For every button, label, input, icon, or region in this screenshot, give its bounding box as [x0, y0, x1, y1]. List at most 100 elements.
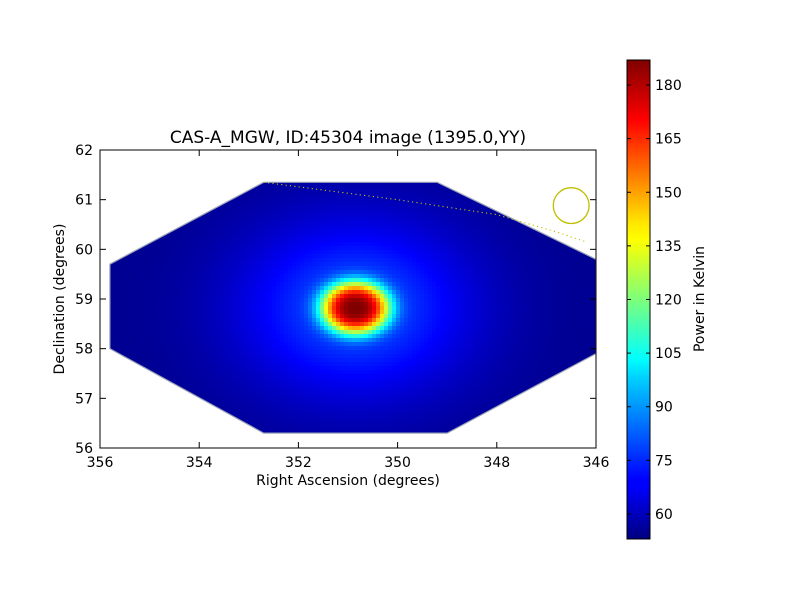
heatmap-cell: [512, 294, 517, 299]
heatmap-cell: [500, 190, 505, 195]
heatmap-cell: [116, 186, 121, 191]
heatmap-cell: [276, 210, 281, 215]
heatmap-cell: [232, 286, 237, 291]
heatmap-cell: [456, 162, 461, 167]
heatmap-cell: [108, 158, 113, 163]
heatmap-cell: [396, 214, 401, 219]
heatmap-cell: [396, 286, 401, 291]
heatmap-cell: [188, 234, 193, 239]
heatmap-cell: [544, 190, 549, 195]
heatmap-cell: [268, 274, 273, 279]
heatmap-cell: [148, 182, 153, 183]
heatmap-cell: [292, 194, 297, 199]
heatmap-cell: [132, 270, 137, 275]
heatmap-cell: [200, 262, 205, 267]
heatmap-cell: [344, 226, 349, 231]
heatmap-cell: [136, 310, 141, 315]
heatmap-cell: [156, 254, 161, 259]
heatmap-cell: [180, 294, 185, 299]
heatmap-cell: [276, 290, 281, 295]
heatmap-cell: [148, 202, 153, 207]
heatmap-cell: [156, 214, 161, 219]
heatmap-cell: [428, 170, 433, 175]
heatmap-cell: [448, 238, 453, 243]
heatmap-cell: [500, 154, 505, 159]
heatmap-cell: [340, 210, 345, 215]
heatmap-cell: [308, 202, 313, 207]
heatmap-cell: [296, 282, 301, 287]
heatmap-cell: [472, 190, 477, 195]
heatmap-cell: [416, 222, 421, 227]
heatmap-cell: [484, 198, 489, 203]
heatmap-cell: [492, 266, 497, 271]
heatmap-cell: [336, 242, 341, 247]
heatmap-cell: [332, 210, 337, 215]
heatmap-cell: [300, 186, 305, 191]
heatmap-cell: [448, 170, 453, 175]
heatmap-cell: [412, 270, 417, 275]
heatmap-cell: [136, 210, 141, 215]
heatmap-cell: [300, 234, 305, 239]
heatmap-cell: [372, 226, 377, 231]
heatmap-cell: [100, 238, 105, 243]
heatmap-cell: [308, 206, 313, 211]
heatmap-cell: [580, 206, 585, 211]
heatmap-cell: [176, 210, 181, 215]
heatmap-cell: [244, 282, 249, 287]
heatmap-cell: [448, 182, 453, 187]
heatmap-cell: [516, 154, 521, 159]
heatmap-cell: [440, 290, 445, 295]
heatmap-cell: [152, 234, 157, 239]
heatmap-cell: [280, 262, 285, 267]
heatmap-cell: [100, 274, 105, 279]
heatmap-cell: [168, 202, 173, 207]
heatmap-cell: [524, 254, 529, 259]
heatmap-cell: [204, 274, 209, 279]
heatmap-cell: [184, 306, 189, 311]
heatmap-cell: [464, 206, 469, 211]
heatmap-cell: [396, 270, 401, 275]
heatmap-cell: [120, 302, 125, 307]
heatmap-cell: [304, 234, 309, 239]
heatmap-cell: [256, 238, 261, 243]
heatmap-cell: [520, 270, 525, 275]
heatmap-cell: [400, 226, 405, 231]
heatmap-cell: [228, 162, 233, 167]
heatmap-cell: [128, 226, 133, 231]
heatmap-cell: [540, 270, 545, 275]
heatmap-cell: [456, 242, 461, 247]
heatmap-cell: [380, 286, 385, 291]
heatmap-cell: [136, 226, 141, 231]
heatmap-cell: [208, 234, 213, 239]
heatmap-cell: [416, 286, 421, 291]
heatmap-cell: [176, 194, 181, 199]
heatmap-cell: [580, 282, 585, 287]
heatmap-cell: [264, 306, 269, 311]
heatmap-cell: [248, 266, 253, 271]
heatmap-cell: [444, 154, 449, 159]
heatmap-cell: [184, 154, 189, 159]
heatmap-cell: [396, 246, 401, 251]
heatmap-cell: [552, 270, 557, 275]
heatmap-cell: [508, 302, 513, 307]
heatmap-cell: [456, 302, 461, 307]
heatmap-cell: [576, 170, 581, 175]
heatmap-cell: [416, 230, 421, 235]
heatmap-cell: [136, 206, 141, 211]
heatmap-cell: [520, 222, 525, 227]
heatmap-cell: [196, 270, 201, 275]
heatmap-cell: [372, 174, 377, 179]
heatmap-cell: [532, 254, 537, 259]
heatmap-cell: [332, 202, 337, 207]
heatmap-cell: [100, 202, 105, 207]
heatmap-cell: [460, 210, 465, 215]
heatmap-cell: [452, 270, 457, 275]
heatmap-cell: [516, 262, 521, 267]
heatmap-cell: [532, 306, 537, 311]
heatmap-cell: [564, 282, 569, 287]
heatmap-cell: [536, 258, 541, 263]
heatmap-cell: [476, 162, 481, 167]
heatmap-cell: [448, 290, 453, 295]
heatmap-cell: [460, 286, 465, 291]
heatmap-cell: [256, 262, 261, 267]
